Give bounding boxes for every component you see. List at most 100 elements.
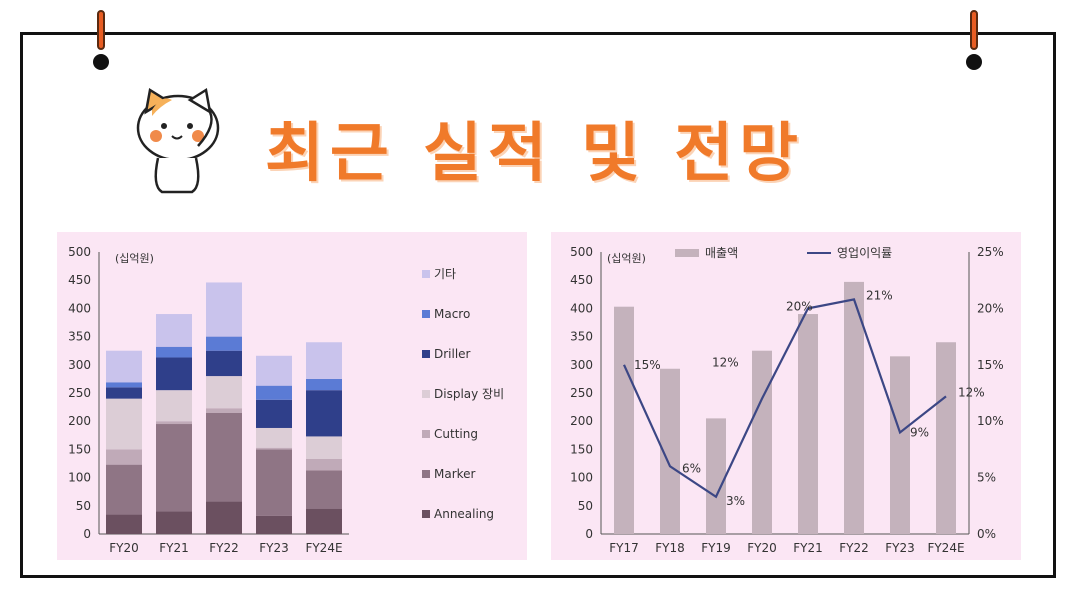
y-tick-label: 350: [570, 330, 593, 344]
bar-segment: [306, 458, 342, 471]
bar-segment: [106, 464, 142, 515]
y-tick-label: 0: [83, 527, 91, 541]
y2-tick-label: 25%: [977, 245, 1004, 259]
legend-label: Display 장비: [434, 387, 504, 401]
x-tick-label: FY24E: [927, 541, 964, 555]
bar-segment: [256, 449, 292, 516]
pin-right-icon: [966, 54, 982, 70]
bar-segment: [106, 449, 142, 465]
bar-segment: [306, 508, 342, 534]
revenue-bar: [660, 368, 680, 534]
legend-label-margin: 영업이익률: [837, 246, 892, 260]
y-tick-label: 0: [585, 527, 593, 541]
x-tick-label: FY20: [109, 541, 139, 555]
pin-left-icon: [93, 54, 109, 70]
bar-segment: [106, 382, 142, 388]
margin-data-label: 15%: [634, 358, 661, 372]
legend-swatch: [422, 270, 430, 278]
bar-segment: [306, 470, 342, 509]
y-tick-label: 200: [68, 414, 91, 428]
bar-segment: [256, 515, 292, 534]
revenue-bar: [798, 314, 818, 534]
x-tick-label: FY20: [747, 541, 777, 555]
y-tick-label: 500: [68, 245, 91, 259]
bar-segment: [206, 282, 242, 337]
legend-label: Marker: [434, 467, 476, 481]
bar-segment: [306, 390, 342, 437]
margin-data-label: 12%: [958, 385, 985, 399]
revenue-bar: [890, 356, 910, 534]
legend-swatch: [422, 470, 430, 478]
bar-segment: [206, 336, 242, 351]
legend-swatch-revenue: [675, 249, 699, 257]
bar-segment: [106, 398, 142, 450]
legend-swatch: [422, 510, 430, 518]
stacked-bar-chart: 0 50 100 150 200 250 300 350 400 450 500 (십억원) FY20 F…: [68, 245, 504, 555]
margin-data-label: 3%: [726, 494, 745, 508]
bar-segment: [206, 412, 242, 502]
x-tick-label: FY21: [159, 541, 189, 555]
margin-data-label: 12%: [712, 356, 739, 370]
y-tick-label: 200: [570, 414, 593, 428]
bar-segment: [156, 314, 192, 347]
y-tick-label: 500: [570, 245, 593, 259]
x-tick-label: FY21: [793, 541, 823, 555]
x-tick-label: FY17: [609, 541, 639, 555]
bar-segment: [256, 447, 292, 450]
margin-line: [622, 298, 947, 499]
legend-label: 기타: [434, 267, 456, 281]
pin-stick-left: [97, 10, 105, 50]
y-tick-label: 400: [68, 301, 91, 315]
y-tick-label: 250: [68, 386, 91, 400]
chart-panel-revenue: 0 50 100 150 200 250 300 350 400 450 500 0% 5% 10% 15%…: [551, 232, 1021, 560]
revenue-bar: [706, 418, 726, 534]
legend-label: Driller: [434, 347, 471, 361]
legend-swatch: [422, 350, 430, 358]
y-tick-label: 150: [570, 442, 593, 456]
bar-segment: [156, 390, 192, 422]
legend-swatch: [422, 310, 430, 318]
bar-segment: [206, 408, 242, 413]
pin-stick-right: [970, 10, 978, 50]
y-tick-label: 100: [570, 471, 593, 485]
revenue-margin-chart: 0 50 100 150 200 250 300 350 400 450 500 0% 5% 10% 15%…: [570, 245, 1004, 555]
legend-label: Cutting: [434, 427, 478, 441]
bar-segment: [206, 376, 242, 409]
bar-segment: [106, 387, 142, 399]
y-tick-label: 150: [68, 442, 91, 456]
y-tick-label: 400: [570, 301, 593, 315]
cat-mascot-icon: [136, 87, 220, 194]
bar-segment: [306, 436, 342, 459]
y-tick-label: 450: [68, 273, 91, 287]
legend-swatch: [422, 430, 430, 438]
y2-tick-label: 10%: [977, 414, 1004, 428]
bar-segment: [156, 346, 192, 358]
bar-segment: [306, 342, 342, 379]
bar-segment: [256, 385, 292, 400]
bar-segment: [156, 357, 192, 391]
x-tick-label: FY24E: [305, 541, 342, 555]
bar-segment: [256, 427, 292, 448]
bar-segment: [256, 355, 292, 386]
y-tick-label: 100: [68, 471, 91, 485]
bar-segment: [306, 378, 342, 391]
y2-tick-label: 20%: [977, 301, 1004, 315]
bar-segment: [156, 511, 192, 534]
x-tick-label: FY22: [209, 541, 239, 555]
revenue-bar: [844, 281, 864, 534]
x-tick-label: FY22: [839, 541, 869, 555]
legend-label: Annealing: [434, 507, 494, 521]
y-tick-label: 50: [578, 499, 593, 513]
y-tick-label: 50: [76, 499, 91, 513]
bar-segment: [106, 514, 142, 534]
bar-segment: [106, 350, 142, 383]
bar-segment: [256, 399, 292, 428]
unit-label: (십억원): [607, 252, 646, 265]
legend-label-revenue: 매출액: [705, 246, 738, 260]
legend-label: Macro: [434, 307, 470, 321]
margin-data-label: 9%: [910, 425, 929, 439]
y2-tick-label: 0%: [977, 527, 996, 541]
revenue-bar: [614, 306, 634, 534]
margin-data-label: 20%: [786, 299, 813, 313]
unit-label: (십억원): [115, 252, 154, 265]
